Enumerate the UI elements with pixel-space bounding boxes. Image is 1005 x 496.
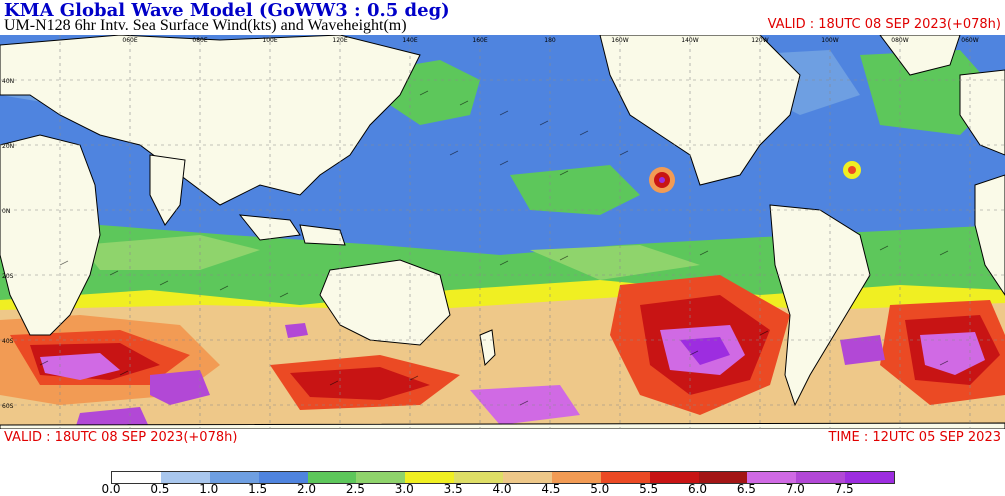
lat-label: 60S <box>2 403 14 410</box>
colorbar-tick-label: 3.5 <box>443 482 463 496</box>
lon-label: 120E <box>332 37 347 44</box>
lon-label: 160E <box>472 37 487 44</box>
colorbar-segment-blue <box>258 472 308 483</box>
colorbar-tick-label: 0.5 <box>150 482 170 496</box>
colorbar-segment-khaki <box>454 472 503 483</box>
wind-barbs <box>39 90 949 406</box>
graticule <box>0 35 1005 429</box>
valid-time-bottom: VALID : 18UTC 08 SEP 2023(+078h) <box>4 430 238 445</box>
colorbar-segment-tan <box>503 472 552 483</box>
colorbar-segment-purple <box>796 472 846 483</box>
lat-label: 20N <box>2 143 14 150</box>
colorbar-tick-label: 4.0 <box>492 482 512 496</box>
valid-time-top: VALID : 18UTC 08 SEP 2023(+078h) <box>767 17 1001 32</box>
colorbar-tick-label: 1.5 <box>248 482 268 496</box>
colorbar-tick-label: 6.0 <box>687 482 708 496</box>
lat-label: 20S <box>2 273 14 280</box>
lon-label: 080W <box>891 37 908 44</box>
colorbar-tick-label: 4.5 <box>541 482 561 496</box>
landmasses <box>0 35 1005 429</box>
longitude-labels: 060E 080E 100E 120E 140E 160E 180 160W 1… <box>122 37 978 44</box>
colorbar-segment-green <box>307 472 357 483</box>
lat-label: 40N <box>2 78 14 85</box>
colorbar-segment-light-purple <box>747 472 797 483</box>
colorbar-segment-violet <box>845 472 894 483</box>
init-time: TIME : 12UTC 05 SEP 2023 <box>828 430 1002 445</box>
colorbar-segment-red-orange <box>600 472 650 483</box>
lon-label: 060E <box>122 37 137 44</box>
lon-label: 160W <box>611 37 628 44</box>
colorbar-tick-label: 1.0 <box>199 482 219 496</box>
map-subtitle: UM-N128 6hr Intv. Sea Surface Wind(kts) … <box>4 17 407 34</box>
colorbar-tick-label: 7.0 <box>785 482 805 496</box>
lon-label: 080E <box>192 37 207 44</box>
colorbar-tick-label: 2.0 <box>296 482 317 496</box>
lon-label: 180 <box>544 37 556 44</box>
lon-label: 140W <box>681 37 698 44</box>
lat-label: 0N <box>2 208 10 215</box>
colorbar-segment-yellow <box>405 472 455 483</box>
lon-label: 120W <box>751 37 768 44</box>
colorbar-tick-label: 5.5 <box>639 482 659 496</box>
colorbar-tick-label: 7.5 <box>834 482 854 496</box>
colorbar-tick-label: 6.5 <box>736 482 756 496</box>
lat-label: 40S <box>2 338 14 345</box>
colorbar-tick-label: 3.0 <box>394 482 414 496</box>
colorbar-segment-white <box>112 472 161 483</box>
lon-label: 100W <box>821 37 838 44</box>
lon-label: 060W <box>961 37 978 44</box>
map-title: KMA Global Wave Model (GoWW3 : 0.5 deg) <box>4 0 450 21</box>
lon-label: 100E <box>262 37 277 44</box>
colorbar-segment-sky-blue <box>209 472 259 483</box>
colorbar-segment-orange <box>551 472 601 483</box>
lon-label: 140E <box>402 37 417 44</box>
colorbar-tick-label: 2.5 <box>345 482 365 496</box>
colorbar-tick-label: 5.0 <box>590 482 610 496</box>
colorbar-segment-light-blue <box>160 472 210 483</box>
colorbar-segment-light-green <box>356 472 406 483</box>
latitude-labels: 40N 20N 0N 20S 40S 60S <box>2 78 14 410</box>
wave-height-colorbar <box>111 471 895 484</box>
colorbar-labels: 0.0 0.5 1.0 1.5 2.0 2.5 3.0 3.5 4.0 4.5 5.0 5.5 6.0 6… <box>93 482 919 496</box>
colorbar-segment-dark-red <box>698 472 748 483</box>
colorbar-segment-red <box>649 472 699 483</box>
colorbar-tick-label: 0.0 <box>101 482 121 496</box>
wave-height-map: 40N 20N 0N 20S 40S 60S 060E 080E 100E 12… <box>0 35 1005 429</box>
